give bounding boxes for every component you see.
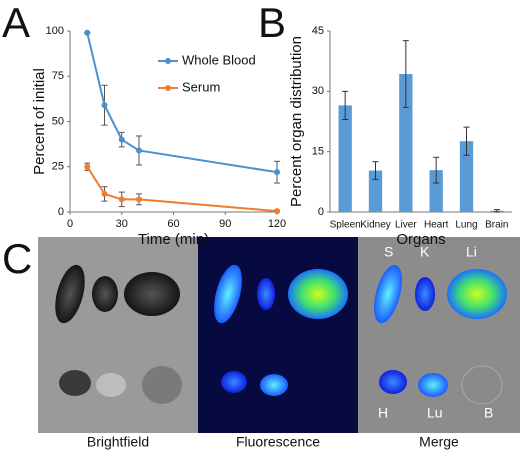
image-panels: S K Li H Lu B Brightfield Fluorescence M… [38,237,520,450]
y-axis-label: Percent of initial [31,68,48,175]
brightfield-image [38,237,198,433]
legend-label: Whole Blood [182,52,256,67]
x-tick-label: Kidney [360,220,391,231]
point [101,102,108,109]
organ [92,276,118,312]
series-line [86,166,278,213]
bar [368,170,383,212]
legend-label: Serum [182,79,220,94]
point [136,196,142,203]
organ [418,373,448,397]
legend-marker [165,58,171,64]
x-axis-label: Organs [396,231,445,248]
x-tick-label: 90 [219,218,231,230]
organ [260,374,288,396]
point [84,29,91,36]
point [136,147,142,154]
organ [374,264,402,324]
bar [429,170,443,212]
point [118,136,125,143]
x-axis-label: Time (min) [138,231,209,248]
bar [338,105,352,212]
y-tick-label: 50 [52,115,64,127]
y-tick-label: 75 [52,70,64,82]
organ [96,373,126,397]
fluorescence-image [198,237,358,433]
y-tick-label: 100 [46,25,64,37]
bar [459,141,474,212]
y-tick-label: 45 [312,25,324,37]
organ-label: Li [466,244,477,260]
organ-label: B [484,405,493,421]
y-tick-label: 25 [52,161,64,173]
panel-caption: Merge [419,434,459,450]
point [274,169,280,176]
organ [214,264,242,324]
x-tick-label: 60 [167,218,179,230]
bar [399,74,413,212]
x-tick-label: Heart [424,220,449,231]
organ-label: S [384,244,393,260]
x-tick-label: 0 [67,218,73,230]
organ [221,371,247,393]
organ [124,272,180,316]
x-tick-label: 30 [116,218,128,230]
point [274,208,280,215]
organ-label: Lu [427,405,443,421]
organ [288,269,348,319]
organ-label: H [378,405,388,421]
x-tick-label: Lung [455,220,477,231]
organ [415,277,435,311]
y-tick-label: 15 [312,146,324,158]
point [84,163,91,170]
point [101,190,108,197]
y-tick-label: 0 [58,206,64,218]
panel-label: C [2,235,32,282]
panel-label: B [258,0,286,46]
panel-caption: Brightfield [87,434,149,450]
x-tick-label: Brain [485,220,508,231]
panel-label: A [2,0,30,46]
x-tick-label: Spleen [330,220,361,231]
y-axis-label: Percent organ distribution [288,36,305,207]
organ-label: K [420,244,430,260]
organ [142,366,182,404]
organ [257,278,275,310]
panel-caption: Fluorescence [236,434,320,450]
organ [461,365,503,405]
point [118,196,125,203]
organ [447,269,507,319]
x-tick-label: Liver [395,220,417,231]
merge-image [358,237,520,433]
y-tick-label: 30 [312,85,324,97]
organ [55,264,85,324]
x-tick-label: 120 [268,218,286,230]
y-tick-label: 0 [318,206,324,218]
organ [59,370,91,396]
organ [379,370,407,394]
legend-marker [165,85,171,91]
